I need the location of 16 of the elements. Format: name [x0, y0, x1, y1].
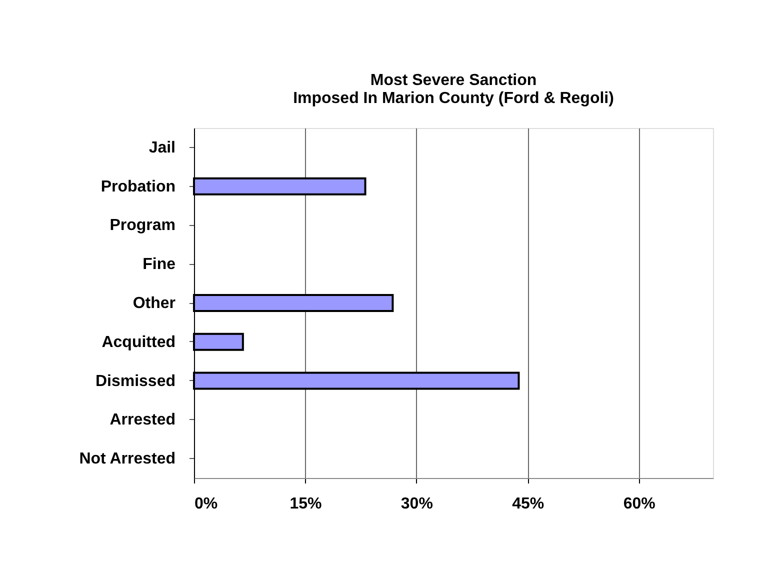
- y-tick-label: Program: [110, 217, 176, 234]
- x-tick-label: 15%: [290, 496, 322, 512]
- y-tick-label: Acquitted: [102, 334, 176, 351]
- y-tick-label: Dismissed: [95, 372, 176, 390]
- y-tick-label: Other: [132, 295, 176, 312]
- x-tick-label: 0%: [194, 496, 218, 512]
- y-tick-label: Probation: [100, 178, 176, 196]
- y-tick-label: Jail: [148, 139, 176, 156]
- text: Imposed In Marion County (Ford & Regoli): [293, 90, 614, 107]
- x-tick-label: 45%: [512, 496, 544, 512]
- y-tick-label: Arrested: [110, 412, 176, 429]
- text: Most Severe Sanction: [370, 72, 537, 89]
- y-tick-label: Fine: [142, 256, 176, 274]
- y-tick-label: Not Arrested: [79, 450, 176, 468]
- x-tick-label: 60%: [623, 496, 656, 512]
- x-tick-label: 30%: [400, 496, 433, 512]
